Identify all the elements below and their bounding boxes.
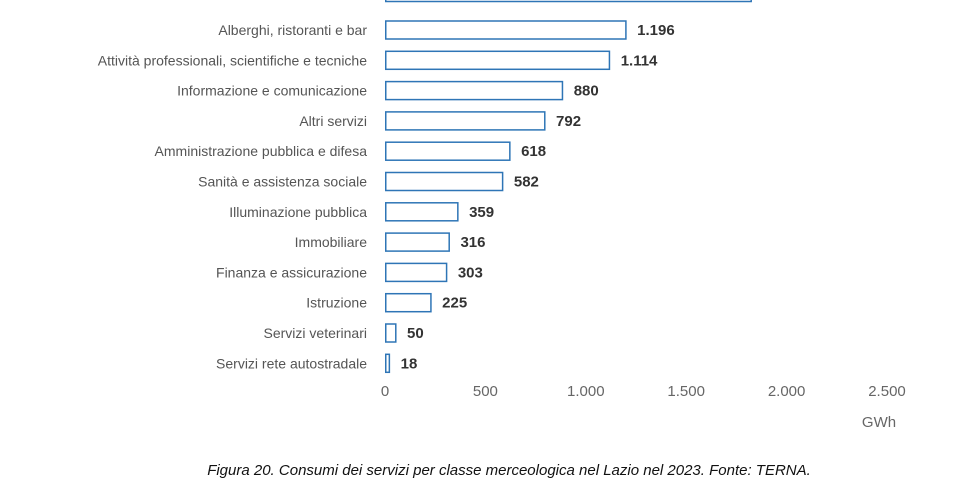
value-label: 582 [514,174,539,191]
x-tick-label: 0 [381,383,389,400]
bar-chart: Alberghi, ristoranti e bar Attività profe… [98,0,906,431]
bar [385,232,450,252]
x-tick-label: 2.000 [768,383,806,400]
bar [385,171,504,192]
bar [385,202,459,222]
bar [385,20,627,40]
x-tick-label: 2.500 [868,383,906,400]
category-label: Servizi rete autostradale [216,355,367,371]
category-label: Informazione e comunicazione [177,83,367,99]
value-labels: 1.196 1.114 880 792 618 582 359 316 303 225 50 18 [401,22,675,372]
x-tick-label: 1.500 [667,383,705,400]
bar-partial-top [385,0,752,3]
value-label: 225 [442,295,467,312]
category-label: Istruzione [306,295,367,311]
category-label: Immobiliare [295,234,368,250]
bar [385,80,564,101]
value-label: 1.114 [621,52,658,69]
bar [385,323,397,343]
x-axis-unit-label: GWh [862,414,896,431]
category-label: Attività professionali, scientifiche e t… [98,52,367,68]
bar [385,50,611,71]
category-labels: Alberghi, ristoranti e bar Attività profe… [98,22,368,371]
category-label: Sanità e assistenza sociale [198,174,367,190]
category-label: Finanza e assicurazione [216,264,367,280]
x-tick-label: 500 [473,383,498,400]
value-label: 880 [574,83,599,100]
value-label: 618 [521,143,546,160]
figure-caption: Figura 20. Consumi dei servizi per class… [207,462,811,479]
bar [385,111,546,131]
bar [385,262,448,283]
value-label: 359 [469,204,494,221]
category-label: Alberghi, ristoranti e bar [218,22,367,38]
value-label: 303 [458,264,483,281]
x-tick-label: 1.000 [567,383,605,400]
value-label: 1.196 [637,22,675,39]
bar [385,141,511,161]
value-label: 50 [407,325,424,342]
category-label: Illuminazione pubblica [229,204,367,220]
category-label: Altri servizi [299,113,367,129]
category-label: Amministrazione pubblica e difesa [155,143,368,159]
value-label: 792 [556,113,581,130]
value-label: 316 [460,234,485,251]
bar [385,353,391,374]
bar [385,292,432,313]
value-label: 18 [401,355,418,372]
bars [385,0,752,374]
x-axis-ticks: 0 500 1.000 1.500 2.000 2.500 [381,383,906,400]
category-label: Servizi veterinari [264,325,367,341]
